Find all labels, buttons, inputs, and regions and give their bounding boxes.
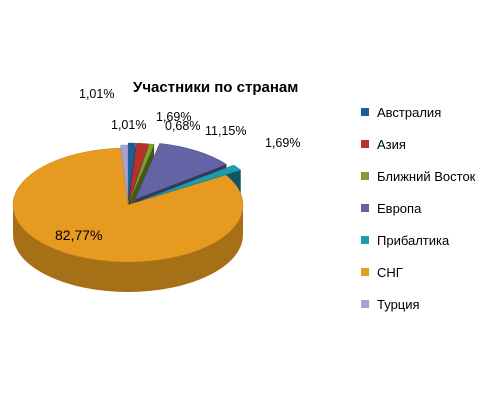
legend-label: СНГ bbox=[377, 264, 403, 280]
data-label-0: 1,01% bbox=[79, 87, 115, 101]
legend-item-0: Австралия bbox=[361, 96, 475, 128]
legend-swatch bbox=[361, 204, 369, 212]
pie-slice-австралия bbox=[128, 142, 136, 201]
data-label-2: 0,68% bbox=[165, 119, 201, 133]
chart-legend: Австралия Азия Ближний Восток Европа Прибалт… bbox=[361, 96, 475, 320]
pie-side-5 bbox=[13, 205, 243, 292]
legend-swatch bbox=[361, 236, 369, 244]
legend-item-4: Прибалтика bbox=[361, 224, 475, 256]
legend-swatch bbox=[361, 300, 369, 308]
legend-label: Австралия bbox=[377, 104, 442, 120]
legend-item-1: Азия bbox=[361, 128, 475, 160]
legend-label: Азия bbox=[377, 136, 406, 152]
legend-item-5: СНГ bbox=[361, 256, 475, 288]
pie-slice-европа bbox=[135, 143, 228, 200]
legend-swatch bbox=[361, 172, 369, 180]
pie-slice-прибалтика bbox=[142, 164, 242, 201]
legend-swatch bbox=[361, 108, 369, 116]
legend-swatch bbox=[361, 140, 369, 148]
legend-label: Турция bbox=[377, 296, 420, 312]
chart-title: Участники по странам bbox=[133, 79, 299, 96]
data-label-6: 1,01% bbox=[111, 118, 147, 132]
pie-slice-ближний-восток bbox=[129, 143, 155, 201]
data-label-5: 82,77% bbox=[55, 227, 103, 243]
legend-item-6: Турция bbox=[361, 288, 475, 320]
pie-slice-азия bbox=[128, 142, 149, 201]
legend-item-2: Ближний Восток bbox=[361, 160, 475, 192]
pie-slice-турция bbox=[120, 144, 129, 203]
legend-swatch bbox=[361, 268, 369, 276]
legend-item-3: Европа bbox=[361, 192, 475, 224]
data-label-1: 1,69% bbox=[156, 110, 192, 124]
legend-label: Европа bbox=[377, 200, 422, 216]
legend-label: Ближний Восток bbox=[377, 168, 476, 184]
pie-tops bbox=[12, 142, 244, 263]
legend-label: Прибалтика bbox=[377, 232, 450, 248]
data-label-3: 11,15% bbox=[205, 124, 247, 138]
data-label-4: 1,69% bbox=[265, 136, 301, 150]
pie-slice-снг bbox=[12, 147, 244, 263]
